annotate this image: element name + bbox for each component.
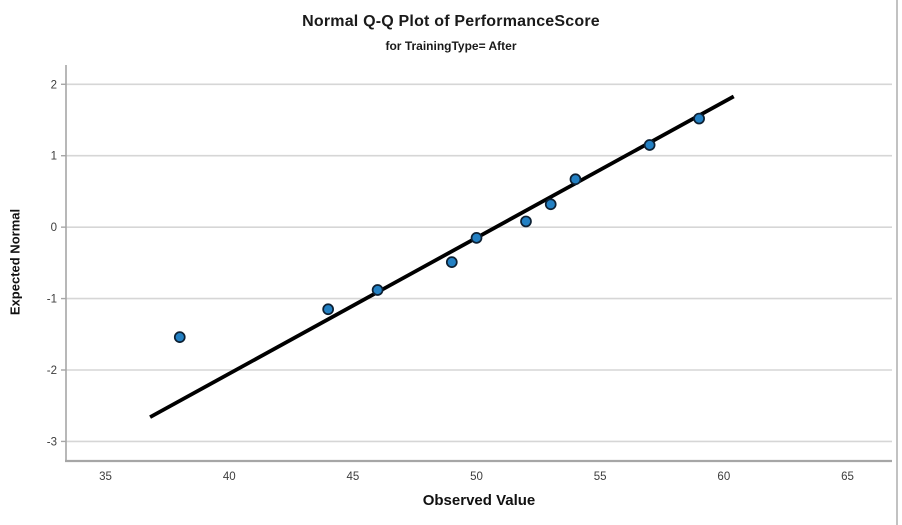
normal-fit-line xyxy=(149,94,735,419)
x-tick-label: 50 xyxy=(470,471,483,483)
data-point xyxy=(173,331,186,343)
y-tick-label: 1 xyxy=(51,151,57,163)
data-point xyxy=(643,139,656,151)
data-point xyxy=(371,284,384,296)
data-point xyxy=(544,198,557,211)
x-tick-label: 45 xyxy=(346,471,359,483)
data-point xyxy=(445,256,458,268)
axis-spines xyxy=(61,65,892,463)
y-tick-label: -1 xyxy=(47,294,57,306)
data-point xyxy=(569,173,582,186)
fit-line xyxy=(149,94,735,419)
chart-frame-right-border xyxy=(896,0,898,525)
data-point xyxy=(693,112,705,125)
y-tick-label: 0 xyxy=(51,222,57,234)
data-point xyxy=(470,232,483,244)
x-tick-label: 35 xyxy=(99,471,112,483)
chart-subtitle: for TrainingType= After xyxy=(385,39,517,53)
y-tick-label: -3 xyxy=(47,436,57,448)
data-point xyxy=(520,215,532,228)
x-tick-label: 40 xyxy=(223,471,236,483)
x-tick-label: 65 xyxy=(841,471,854,483)
data-points xyxy=(173,112,705,343)
y-tick-label: 2 xyxy=(51,79,57,91)
data-point xyxy=(322,303,334,316)
chart-title: Normal Q-Q Plot of PerformanceScore xyxy=(302,13,600,30)
x-tick-label: 60 xyxy=(717,471,730,483)
y-tick-label: -2 xyxy=(47,365,57,377)
gridlines xyxy=(66,83,892,443)
tick-labels: 2 1 0 -1 -2 -3 35 40 45 50 55 60 65 xyxy=(47,79,854,483)
x-axis-title: Observed Value xyxy=(422,492,536,509)
y-axis-title: Expected Normal xyxy=(7,208,23,316)
x-tick-label: 55 xyxy=(594,471,607,483)
